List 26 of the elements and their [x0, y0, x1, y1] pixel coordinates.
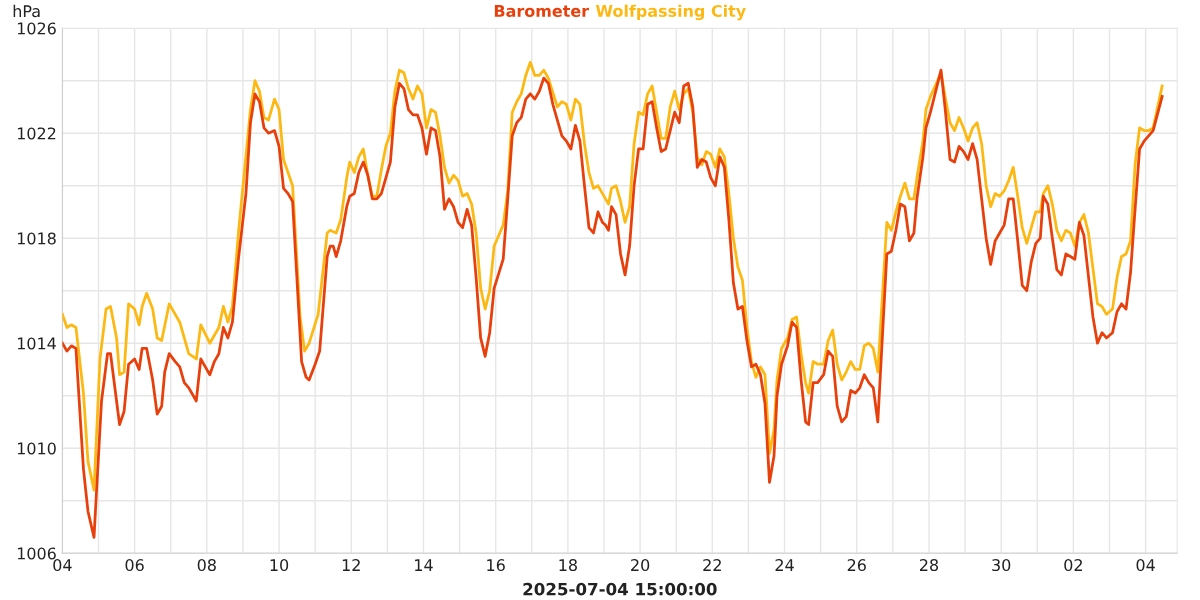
x-axis-title: 2025-07-04 15:00:00	[523, 582, 717, 596]
y-tick-label: 1010	[17, 442, 56, 455]
y-axis-title: hPa	[13, 4, 40, 18]
x-tick-label: 30	[992, 559, 1011, 572]
x-tick-label: 28	[919, 559, 939, 572]
x-tick-label: 16	[487, 559, 505, 572]
x-tick-label: 26	[847, 559, 866, 572]
x-tick-label: 22	[703, 559, 721, 571]
y-tick-label: 1026	[17, 22, 56, 35]
text: Barometer	[494, 5, 589, 17]
x-tick-label: 08	[197, 559, 216, 572]
x-tick-label: 24	[775, 559, 794, 571]
x-tick-label: 04	[53, 559, 72, 572]
x-tick-label: 18	[559, 559, 577, 572]
x-tick-label: 14	[415, 559, 433, 571]
text: Wolfpassing City	[595, 4, 746, 21]
x-tick-label: 20	[631, 559, 650, 572]
y-tick-label: 1022	[17, 127, 56, 140]
x-tick-label: 06	[125, 559, 144, 572]
y-tick-label: 1006	[17, 547, 56, 560]
y-tick-label: 1018	[17, 232, 56, 245]
x-tick-label: 12	[342, 559, 360, 571]
x-tick-label: 04	[1136, 559, 1155, 572]
y-tick-label: 1014	[17, 337, 56, 350]
x-tick-label: 02	[1064, 559, 1082, 572]
x-tick-label: 10	[270, 559, 289, 572]
